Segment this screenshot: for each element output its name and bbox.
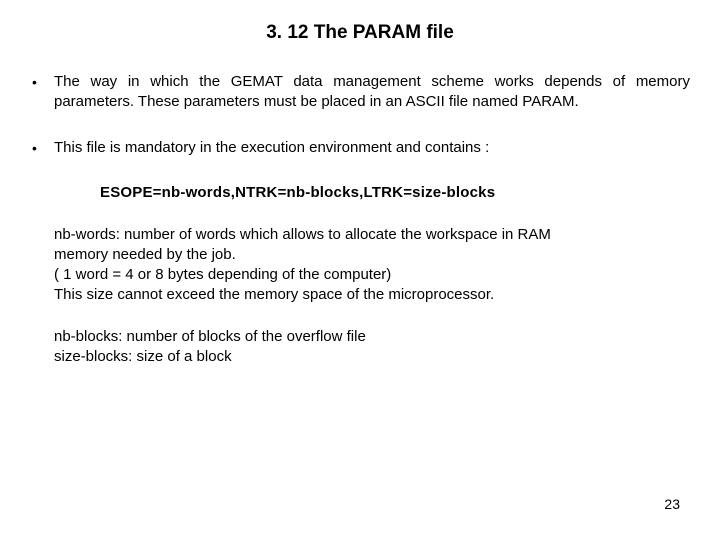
def-line: This size cannot exceed the memory space… (54, 285, 690, 305)
def-line: nb-blocks: number of blocks of the overf… (54, 327, 690, 347)
section-title: 3. 12 The PARAM file (30, 22, 690, 44)
bullet-marker: • (30, 72, 54, 92)
definitions: nb-words: number of words which allows t… (54, 225, 690, 367)
bullet-item: • This file is mandatory in the executio… (30, 138, 690, 158)
definition-nb-blocks: nb-blocks: number of blocks of the overf… (54, 327, 690, 367)
bullet-text: This file is mandatory in the execution … (54, 138, 690, 158)
bullet-item: • The way in which the GEMAT data manage… (30, 72, 690, 112)
def-line: memory needed by the job. (54, 245, 690, 265)
page-number: 23 (664, 496, 680, 512)
bullet-marker: • (30, 138, 54, 158)
def-line: ( 1 word = 4 or 8 bytes depending of the… (54, 265, 690, 285)
def-line: size-blocks: size of a block (54, 347, 690, 367)
def-line: nb-words: number of words which allows t… (54, 225, 690, 245)
param-syntax-line: ESOPE=nb-words,NTRK=nb-blocks,LTRK=size-… (100, 184, 690, 201)
definition-nb-words: nb-words: number of words which allows t… (54, 225, 690, 305)
bullet-text: The way in which the GEMAT data manageme… (54, 72, 690, 112)
